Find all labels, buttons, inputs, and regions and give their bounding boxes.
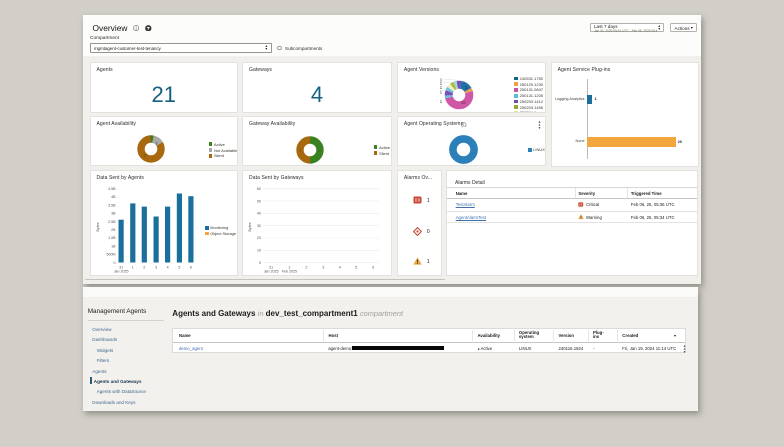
svg-text:0: 0 (259, 261, 261, 265)
svg-text:Jan 2025: Jan 2025 (264, 270, 279, 274)
svg-text:30: 30 (257, 224, 261, 228)
svg-text:1: 1 (288, 266, 290, 270)
svg-text:1B: 1B (111, 244, 116, 248)
svg-text:3: 3 (322, 266, 324, 270)
svg-text:2: 2 (319, 148, 321, 152)
svg-text:3: 3 (155, 266, 157, 270)
svg-text:3: 3 (155, 142, 157, 146)
svg-text:5: 5 (355, 266, 357, 270)
svg-text:1: 1 (131, 266, 133, 270)
svg-text:Bytes: Bytes (96, 222, 100, 231)
svg-text:4: 4 (166, 266, 168, 270)
svg-text:10: 10 (257, 249, 261, 253)
svg-text:2B: 2B (111, 228, 116, 232)
svg-text:1: 1 (150, 136, 152, 140)
svg-text:2.5B: 2.5B (108, 220, 116, 224)
svg-text:Feb 2025: Feb 2025 (282, 270, 297, 274)
svg-text:60: 60 (257, 187, 261, 191)
svg-text:1.5B: 1.5B (108, 236, 116, 240)
svg-text:4: 4 (339, 266, 341, 270)
svg-text:31: 31 (269, 266, 273, 270)
svg-text:50: 50 (257, 199, 261, 203)
svg-text:20: 20 (257, 236, 261, 240)
svg-text:6: 6 (189, 266, 191, 270)
svg-text:0: 0 (113, 261, 115, 265)
svg-text:500M: 500M (106, 253, 115, 257)
svg-text:Bytes: Bytes (248, 222, 252, 231)
svg-text:4.5B: 4.5B (108, 187, 116, 191)
svg-text:4B: 4B (111, 195, 116, 199)
svg-text:2: 2 (305, 266, 307, 270)
svg-text:2: 2 (299, 148, 301, 152)
svg-text:2: 2 (143, 266, 145, 270)
svg-text:17: 17 (143, 154, 147, 158)
svg-text:31: 31 (119, 266, 123, 270)
svg-text:Jan 2025: Jan 2025 (113, 270, 128, 274)
svg-text:5: 5 (178, 266, 180, 270)
svg-text:3.5B: 3.5B (108, 203, 116, 207)
svg-text:3B: 3B (111, 212, 116, 216)
svg-text:40: 40 (257, 212, 261, 216)
svg-text:6: 6 (372, 266, 374, 270)
